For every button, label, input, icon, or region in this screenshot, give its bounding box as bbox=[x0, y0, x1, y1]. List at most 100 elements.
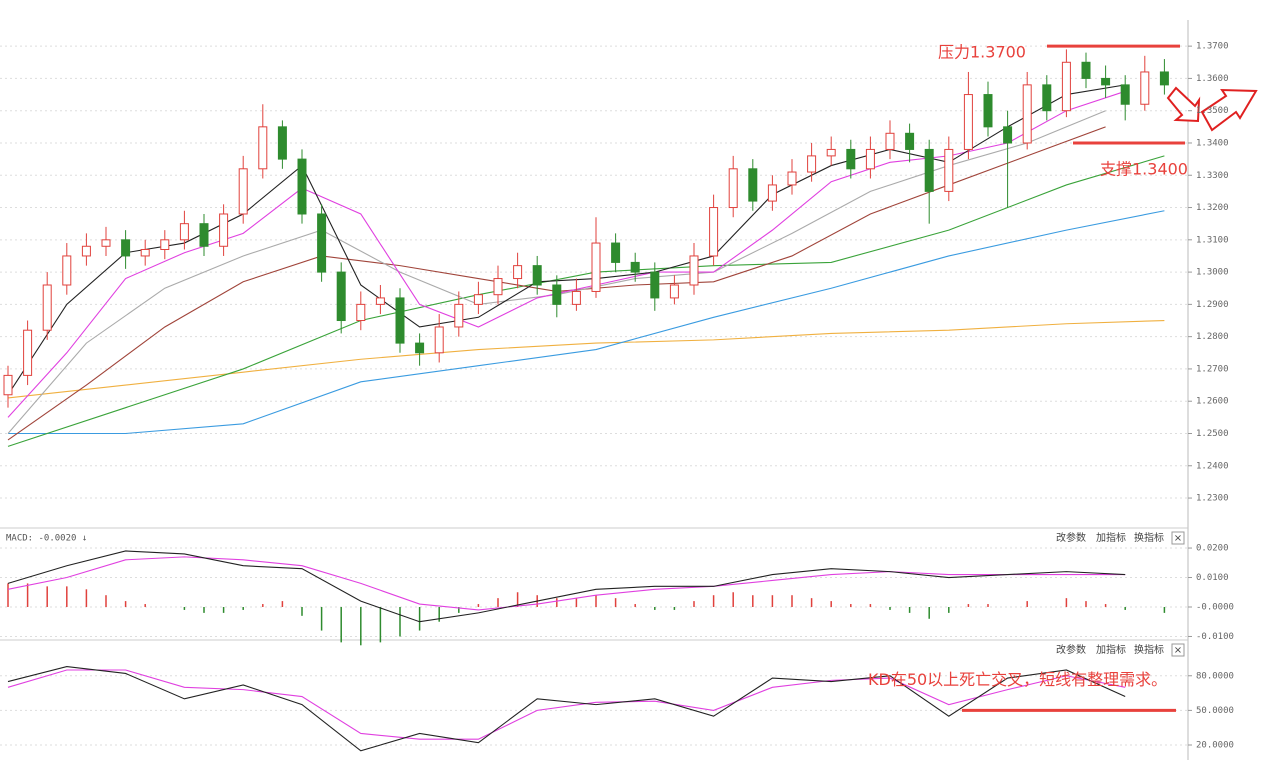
candle-body bbox=[160, 239, 170, 250]
indicator-line bbox=[7, 90, 1126, 418]
candle-body bbox=[865, 148, 875, 170]
candle-body bbox=[1061, 61, 1071, 112]
candle-body bbox=[905, 132, 915, 150]
candle-body bbox=[767, 184, 777, 202]
y-tick-label: 1.2400 bbox=[1196, 461, 1229, 471]
candle-body bbox=[924, 148, 934, 192]
y-tick-label: 1.3000 bbox=[1196, 268, 1229, 278]
indicator-line bbox=[7, 669, 1126, 740]
close-button[interactable]: × bbox=[1174, 533, 1182, 544]
candle-body bbox=[62, 255, 72, 286]
candle-body bbox=[179, 223, 189, 241]
candle-body bbox=[885, 132, 895, 150]
annotation-text: KD在50以上死亡交叉，短线有整理需求。 bbox=[868, 670, 1167, 689]
y-tick-label: 1.2300 bbox=[1196, 494, 1229, 504]
candle-body bbox=[611, 242, 621, 263]
candle-body bbox=[532, 265, 542, 286]
candle-body bbox=[473, 294, 483, 305]
indicator-line bbox=[7, 84, 1126, 396]
candle-body bbox=[434, 326, 444, 354]
candle-body bbox=[238, 168, 248, 215]
candle-body bbox=[552, 284, 562, 305]
y-tick-label: 1.2700 bbox=[1196, 364, 1229, 374]
candle-body bbox=[277, 126, 287, 160]
candle-body bbox=[297, 158, 307, 215]
candle-body bbox=[219, 213, 229, 247]
candle-body bbox=[1120, 84, 1130, 105]
annotation-text: 支撑1.3400 bbox=[1100, 159, 1188, 178]
candle-body bbox=[336, 271, 346, 322]
panel-button[interactable]: 加指标 bbox=[1096, 643, 1126, 656]
candle-body bbox=[415, 342, 425, 354]
indicator-header: MACD: -0.0020 ↓ bbox=[6, 534, 87, 544]
arrow-down bbox=[1166, 86, 1201, 123]
candle-body bbox=[728, 168, 738, 209]
y-tick-label: 1.2800 bbox=[1196, 332, 1229, 342]
candle-body bbox=[748, 168, 758, 202]
y-tick-label: 20.0000 bbox=[1196, 741, 1234, 751]
y-tick-label: 1.3100 bbox=[1196, 235, 1229, 245]
panel-button[interactable]: 加指标 bbox=[1096, 531, 1126, 544]
candle-body bbox=[375, 297, 385, 305]
y-tick-label: -0.0100 bbox=[1196, 632, 1234, 642]
y-tick-label: 1.3200 bbox=[1196, 203, 1229, 213]
candle-body bbox=[591, 242, 601, 292]
y-tick-label: -0.0000 bbox=[1196, 602, 1234, 612]
panel-button[interactable]: 改参数 bbox=[1056, 531, 1086, 544]
y-tick-label: 1.3600 bbox=[1196, 74, 1229, 84]
candle-body bbox=[1101, 77, 1111, 86]
candle-body bbox=[258, 126, 268, 170]
candle-body bbox=[650, 271, 660, 299]
y-tick-label: 1.3300 bbox=[1196, 171, 1229, 181]
candle-body bbox=[140, 248, 150, 257]
candle-body bbox=[317, 213, 327, 273]
indicator-line bbox=[7, 665, 1126, 752]
candle-body bbox=[630, 261, 640, 273]
y-tick-label: 1.3500 bbox=[1196, 106, 1229, 116]
indicator-line bbox=[7, 319, 1165, 399]
candle-body bbox=[944, 148, 954, 192]
candle-body bbox=[199, 223, 209, 247]
candle-body bbox=[983, 94, 993, 128]
close-button[interactable]: × bbox=[1174, 645, 1182, 656]
candle-body bbox=[493, 278, 503, 296]
candle-body bbox=[1022, 84, 1032, 144]
candle-body bbox=[101, 239, 111, 247]
candle-body bbox=[963, 94, 973, 150]
y-tick-label: 0.0100 bbox=[1196, 573, 1229, 583]
candle-body bbox=[1140, 71, 1150, 105]
y-tick-label: 1.3400 bbox=[1196, 138, 1229, 148]
y-tick-label: 1.2600 bbox=[1196, 397, 1229, 407]
candle-body bbox=[3, 374, 13, 396]
y-tick-label: 0.0200 bbox=[1196, 544, 1229, 554]
y-tick-label: 80.0000 bbox=[1196, 671, 1234, 681]
candle-body bbox=[571, 290, 581, 305]
indicator-line bbox=[7, 556, 1126, 611]
arrow-up bbox=[1200, 88, 1258, 132]
candle-body bbox=[42, 284, 52, 331]
candle-body bbox=[81, 245, 91, 257]
indicator-line bbox=[8, 210, 1165, 435]
candle-body bbox=[356, 303, 366, 322]
candle-body bbox=[807, 155, 817, 173]
candle-body bbox=[1081, 61, 1091, 79]
candle-body bbox=[826, 148, 836, 157]
candle-body bbox=[787, 171, 797, 186]
candle-body bbox=[513, 265, 523, 280]
candle-body bbox=[454, 303, 464, 328]
candle-body bbox=[1159, 71, 1169, 86]
candle-body bbox=[23, 329, 33, 376]
candle-body bbox=[669, 284, 679, 299]
panel-button[interactable]: 换指标 bbox=[1134, 643, 1164, 656]
y-tick-label: 1.2900 bbox=[1196, 300, 1229, 310]
candle-body bbox=[709, 207, 719, 257]
candle-body bbox=[689, 255, 699, 286]
y-tick-label: 1.3700 bbox=[1196, 42, 1229, 52]
panel-button[interactable]: 改参数 bbox=[1056, 643, 1086, 656]
y-tick-label: 50.0000 bbox=[1196, 706, 1234, 716]
panel-button[interactable]: 换指标 bbox=[1134, 531, 1164, 544]
indicator-line bbox=[7, 550, 1126, 623]
candle-body bbox=[395, 297, 405, 344]
candle-body bbox=[121, 239, 131, 257]
